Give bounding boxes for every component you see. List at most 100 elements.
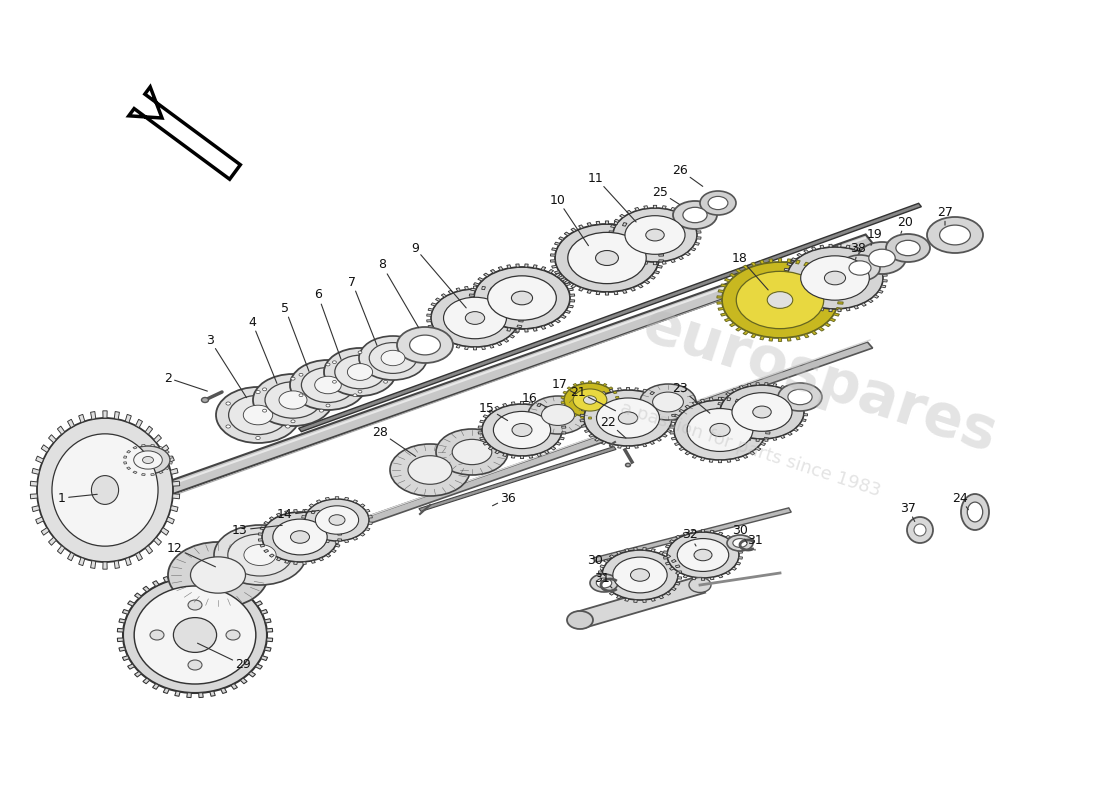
Polygon shape	[122, 656, 130, 661]
Ellipse shape	[640, 384, 696, 420]
Polygon shape	[763, 438, 769, 440]
Polygon shape	[561, 315, 566, 318]
Polygon shape	[285, 510, 289, 514]
Polygon shape	[498, 266, 503, 270]
Polygon shape	[627, 210, 631, 214]
Polygon shape	[738, 557, 742, 559]
Polygon shape	[751, 334, 756, 338]
Polygon shape	[742, 455, 748, 458]
Ellipse shape	[674, 400, 766, 460]
Text: 31: 31	[747, 534, 763, 550]
Polygon shape	[596, 382, 600, 384]
Polygon shape	[319, 558, 323, 561]
Polygon shape	[608, 387, 613, 390]
Polygon shape	[678, 577, 682, 579]
Ellipse shape	[710, 423, 730, 437]
Polygon shape	[170, 468, 178, 474]
Polygon shape	[541, 326, 546, 330]
Polygon shape	[736, 269, 741, 273]
Text: 14: 14	[277, 509, 319, 522]
Polygon shape	[173, 481, 179, 486]
Ellipse shape	[397, 327, 453, 363]
Polygon shape	[31, 494, 37, 499]
Polygon shape	[626, 387, 629, 390]
Polygon shape	[559, 276, 564, 279]
Polygon shape	[696, 237, 701, 239]
Polygon shape	[427, 320, 431, 322]
Polygon shape	[779, 258, 782, 262]
Polygon shape	[750, 405, 755, 409]
Polygon shape	[529, 455, 532, 458]
Ellipse shape	[752, 406, 771, 418]
Polygon shape	[679, 447, 684, 450]
Polygon shape	[644, 206, 648, 209]
Polygon shape	[298, 203, 922, 432]
Polygon shape	[613, 391, 617, 394]
Polygon shape	[145, 426, 153, 434]
Polygon shape	[48, 434, 56, 442]
Polygon shape	[679, 210, 683, 214]
Polygon shape	[35, 456, 44, 463]
Polygon shape	[796, 254, 802, 257]
Polygon shape	[873, 258, 879, 261]
Text: 38: 38	[850, 242, 866, 259]
Ellipse shape	[390, 444, 470, 496]
Polygon shape	[365, 528, 370, 530]
Polygon shape	[788, 259, 791, 262]
Ellipse shape	[290, 530, 309, 543]
Polygon shape	[504, 338, 508, 342]
Ellipse shape	[694, 550, 712, 561]
Polygon shape	[694, 242, 700, 246]
Polygon shape	[436, 334, 441, 338]
Ellipse shape	[568, 232, 646, 284]
Ellipse shape	[359, 390, 362, 393]
Ellipse shape	[528, 396, 588, 434]
Polygon shape	[717, 296, 723, 298]
Polygon shape	[735, 399, 739, 402]
Text: 27: 27	[937, 206, 953, 226]
Polygon shape	[729, 274, 736, 277]
Polygon shape	[336, 544, 340, 547]
Polygon shape	[846, 308, 850, 311]
Polygon shape	[582, 409, 586, 411]
Ellipse shape	[927, 217, 983, 253]
Polygon shape	[751, 262, 756, 266]
Polygon shape	[717, 302, 723, 304]
Polygon shape	[304, 528, 309, 530]
Polygon shape	[142, 474, 145, 475]
Polygon shape	[625, 598, 629, 602]
Polygon shape	[456, 288, 461, 291]
Ellipse shape	[626, 463, 630, 466]
Text: a passion for parts since 1983: a passion for parts since 1983	[617, 399, 882, 501]
Polygon shape	[79, 558, 85, 566]
Polygon shape	[769, 259, 773, 262]
Polygon shape	[491, 323, 496, 326]
Text: 15: 15	[480, 402, 507, 421]
Polygon shape	[602, 391, 606, 394]
Polygon shape	[563, 391, 566, 394]
Ellipse shape	[286, 425, 290, 428]
Polygon shape	[428, 325, 433, 328]
Polygon shape	[210, 691, 216, 696]
Polygon shape	[788, 389, 792, 392]
Polygon shape	[261, 610, 267, 614]
Polygon shape	[671, 438, 676, 440]
Polygon shape	[609, 389, 614, 392]
Polygon shape	[804, 408, 807, 410]
Ellipse shape	[279, 391, 307, 409]
Ellipse shape	[201, 398, 209, 402]
Ellipse shape	[602, 550, 678, 600]
Polygon shape	[580, 414, 584, 416]
Polygon shape	[672, 420, 675, 422]
Ellipse shape	[262, 512, 338, 562]
Polygon shape	[675, 565, 680, 568]
Polygon shape	[587, 290, 592, 294]
Polygon shape	[563, 406, 566, 409]
Ellipse shape	[869, 250, 895, 266]
Ellipse shape	[359, 351, 362, 354]
Polygon shape	[799, 398, 803, 400]
Polygon shape	[368, 522, 373, 525]
Ellipse shape	[967, 502, 982, 522]
Polygon shape	[642, 444, 647, 447]
Polygon shape	[796, 299, 802, 302]
